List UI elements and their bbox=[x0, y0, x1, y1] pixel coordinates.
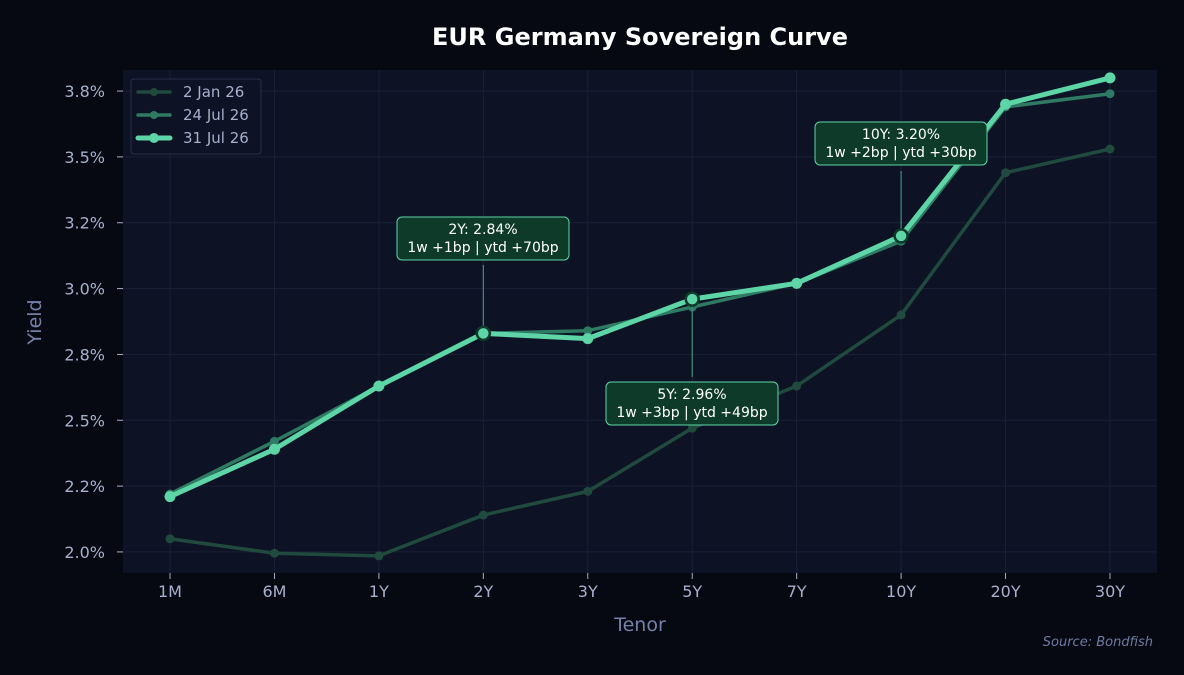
x-tick-label: 5Y bbox=[682, 582, 702, 601]
data-point bbox=[269, 436, 279, 446]
y-tick-label: 2.0% bbox=[64, 543, 105, 562]
y-tick-label: 3.8% bbox=[64, 82, 105, 101]
annotation-marker bbox=[475, 325, 492, 342]
legend-item-2: 31 Jul 26 bbox=[135, 129, 249, 147]
series-line bbox=[168, 147, 1112, 558]
annotation-line2: 1w +3bp | ytd +49bp bbox=[616, 405, 767, 421]
x-tick-label: 6M bbox=[262, 582, 286, 601]
x-tick-label: 2Y bbox=[473, 582, 493, 601]
series-0 bbox=[165, 144, 1115, 561]
data-point bbox=[582, 333, 594, 345]
data-point bbox=[269, 548, 279, 558]
y-tick-label: 2.5% bbox=[64, 411, 105, 430]
data-point bbox=[1000, 98, 1012, 110]
annotation-line1: 10Y: 3.20% bbox=[862, 127, 940, 143]
y-tick-label: 2.2% bbox=[64, 477, 105, 496]
annotation-line1: 2Y: 2.84% bbox=[448, 222, 517, 238]
data-point bbox=[374, 551, 384, 561]
data-point bbox=[268, 443, 280, 455]
y-tick-label: 2.8% bbox=[64, 345, 105, 364]
x-tick-label: 20Y bbox=[990, 582, 1020, 601]
legend-label: 31 Jul 26 bbox=[183, 129, 249, 147]
annotation-line1: 5Y: 2.96% bbox=[657, 387, 726, 403]
annotation-box bbox=[814, 121, 988, 166]
annotation-10y: 10Y: 3.20% 1w +2bp | ytd +30bp bbox=[814, 121, 988, 244]
y-tick-label: 3.2% bbox=[64, 214, 105, 233]
x-tick-label: 7Y bbox=[787, 582, 807, 601]
x-tick-label: 30Y bbox=[1095, 582, 1125, 601]
data-point bbox=[165, 534, 175, 544]
data-point bbox=[373, 380, 385, 392]
data-point bbox=[896, 310, 906, 320]
data-point bbox=[1105, 89, 1115, 99]
legend-label: 24 Jul 26 bbox=[183, 106, 249, 124]
annotation-marker bbox=[684, 291, 700, 307]
legend-swatch-marker bbox=[149, 133, 159, 143]
y-tick-label: 3.0% bbox=[64, 280, 105, 299]
annotation-layer: 2Y: 2.84% 1w +1bp | ytd +70bp 5Y: 2.96% 1w … bbox=[396, 121, 988, 426]
y-axis-label: Yield bbox=[24, 299, 46, 345]
legend-swatch-marker bbox=[150, 111, 158, 119]
data-point bbox=[478, 510, 488, 520]
legend-label: 2 Jan 26 bbox=[183, 83, 244, 101]
legend-box bbox=[130, 78, 262, 155]
data-point bbox=[1105, 144, 1115, 154]
legend-swatch-marker bbox=[150, 88, 158, 96]
annotation-2y: 2Y: 2.84% 1w +1bp | ytd +70bp bbox=[396, 216, 570, 342]
x-tick-label: 1M bbox=[158, 582, 182, 601]
y-tick-label: 3.5% bbox=[64, 148, 105, 167]
legend-item-1: 24 Jul 26 bbox=[136, 106, 249, 124]
data-point bbox=[164, 491, 176, 503]
data-point bbox=[583, 486, 593, 496]
annotation-line2: 1w +2bp | ytd +30bp bbox=[825, 145, 976, 161]
data-point bbox=[687, 423, 697, 433]
data-point bbox=[792, 381, 802, 391]
annotation-box bbox=[396, 216, 570, 261]
source-note: Source: Bondfish bbox=[1043, 635, 1153, 650]
x-axis-label: Tenor bbox=[613, 614, 666, 636]
annotation-marker bbox=[893, 228, 909, 244]
x-tick-label: 3Y bbox=[578, 582, 598, 601]
axes-layer: 2.0% 2.2% 2.5% 2.8% 3.0% 3.2% 3.5% 3.8% 1M 6M 1Y 2Y… bbox=[64, 82, 1125, 601]
x-tick-label: 10Y bbox=[886, 582, 916, 601]
annotation-box bbox=[605, 381, 779, 426]
legend: 2 Jan 26 24 Jul 26 31 Jul 26 bbox=[130, 78, 262, 155]
data-point bbox=[791, 277, 803, 289]
series-layer bbox=[164, 72, 1116, 561]
legend-item-0: 2 Jan 26 bbox=[136, 83, 244, 101]
data-point bbox=[1104, 72, 1116, 84]
x-tick-label: 1Y bbox=[369, 582, 389, 601]
series-line bbox=[167, 75, 1113, 500]
data-point bbox=[583, 326, 593, 336]
annotation-line2: 1w +1bp | ytd +70bp bbox=[407, 240, 558, 256]
data-point bbox=[1001, 168, 1011, 178]
annotation-5y: 5Y: 2.96% 1w +3bp | ytd +49bp bbox=[605, 291, 779, 426]
chart-title: EUR Germany Sovereign Curve bbox=[432, 23, 848, 51]
